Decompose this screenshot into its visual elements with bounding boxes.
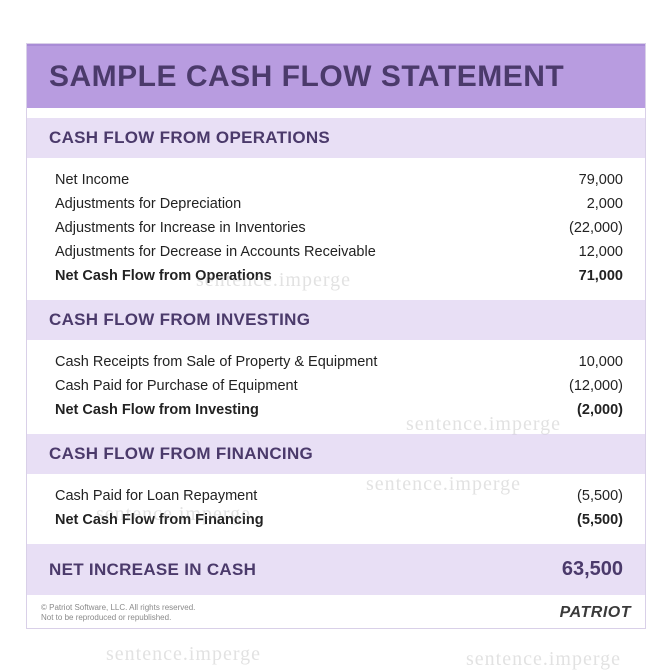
- brand-logo: PATRIOT: [560, 604, 631, 622]
- copyright: © Patriot Software, LLC. All rights rese…: [41, 603, 195, 622]
- table-row: Net Cash Flow from Investing(2,000): [55, 398, 623, 422]
- table-row: Adjustments for Increase in Inventories(…: [55, 216, 623, 240]
- table-row: Cash Paid for Loan Repayment(5,500): [55, 484, 623, 508]
- row-label: Adjustments for Increase in Inventories: [55, 220, 543, 236]
- row-label: Net Income: [55, 172, 543, 188]
- section-heading: CASH FLOW FROM INVESTING: [27, 300, 645, 340]
- page-title: SAMPLE CASH FLOW STATEMENT: [49, 60, 623, 94]
- section-rows: Cash Receipts from Sale of Property & Eq…: [27, 340, 645, 434]
- watermark-text: sentence.imperge: [466, 648, 621, 671]
- row-label: Net Cash Flow from Operations: [55, 268, 543, 284]
- row-label: Net Cash Flow from Financing: [55, 512, 543, 528]
- footer: © Patriot Software, LLC. All rights rese…: [27, 595, 645, 628]
- title-bar: SAMPLE CASH FLOW STATEMENT: [27, 44, 645, 108]
- row-label: Cash Paid for Loan Repayment: [55, 488, 543, 504]
- spacer: [27, 108, 645, 118]
- net-increase-value: 63,500: [562, 558, 623, 581]
- table-row: Net Cash Flow from Operations71,000: [55, 264, 623, 288]
- row-value: 2,000: [543, 196, 623, 212]
- row-value: (22,000): [543, 220, 623, 236]
- row-label: Cash Paid for Purchase of Equipment: [55, 378, 543, 394]
- table-row: Cash Paid for Purchase of Equipment(12,0…: [55, 374, 623, 398]
- row-value: 71,000: [543, 268, 623, 284]
- row-value: (2,000): [543, 402, 623, 418]
- row-value: 79,000: [543, 172, 623, 188]
- table-row: Adjustments for Depreciation2,000: [55, 192, 623, 216]
- sections-container: CASH FLOW FROM OPERATIONSNet Income79,00…: [27, 118, 645, 544]
- section-rows: Cash Paid for Loan Repayment(5,500)Net C…: [27, 474, 645, 544]
- copyright-line1: © Patriot Software, LLC. All rights rese…: [41, 603, 195, 613]
- section-rows: Net Income79,000Adjustments for Deprecia…: [27, 158, 645, 300]
- row-label: Adjustments for Decrease in Accounts Rec…: [55, 244, 543, 260]
- cash-flow-statement-card: SAMPLE CASH FLOW STATEMENT CASH FLOW FRO…: [26, 43, 646, 629]
- row-label: Adjustments for Depreciation: [55, 196, 543, 212]
- copyright-line2: Not to be reproduced or republished.: [41, 613, 195, 623]
- table-row: Net Income79,000: [55, 168, 623, 192]
- table-row: Adjustments for Decrease in Accounts Rec…: [55, 240, 623, 264]
- table-row: Net Cash Flow from Financing(5,500): [55, 508, 623, 532]
- row-value: 12,000: [543, 244, 623, 260]
- row-value: (5,500): [543, 512, 623, 528]
- row-value: (5,500): [543, 488, 623, 504]
- row-value: 10,000: [543, 354, 623, 370]
- section-heading: CASH FLOW FROM FINANCING: [27, 434, 645, 474]
- net-increase-row: NET INCREASE IN CASH 63,500: [27, 544, 645, 595]
- row-value: (12,000): [543, 378, 623, 394]
- table-row: Cash Receipts from Sale of Property & Eq…: [55, 350, 623, 374]
- row-label: Net Cash Flow from Investing: [55, 402, 543, 418]
- row-label: Cash Receipts from Sale of Property & Eq…: [55, 354, 543, 370]
- net-increase-label: NET INCREASE IN CASH: [49, 560, 256, 580]
- section-heading: CASH FLOW FROM OPERATIONS: [27, 118, 645, 158]
- watermark-text: sentence.imperge: [106, 643, 261, 666]
